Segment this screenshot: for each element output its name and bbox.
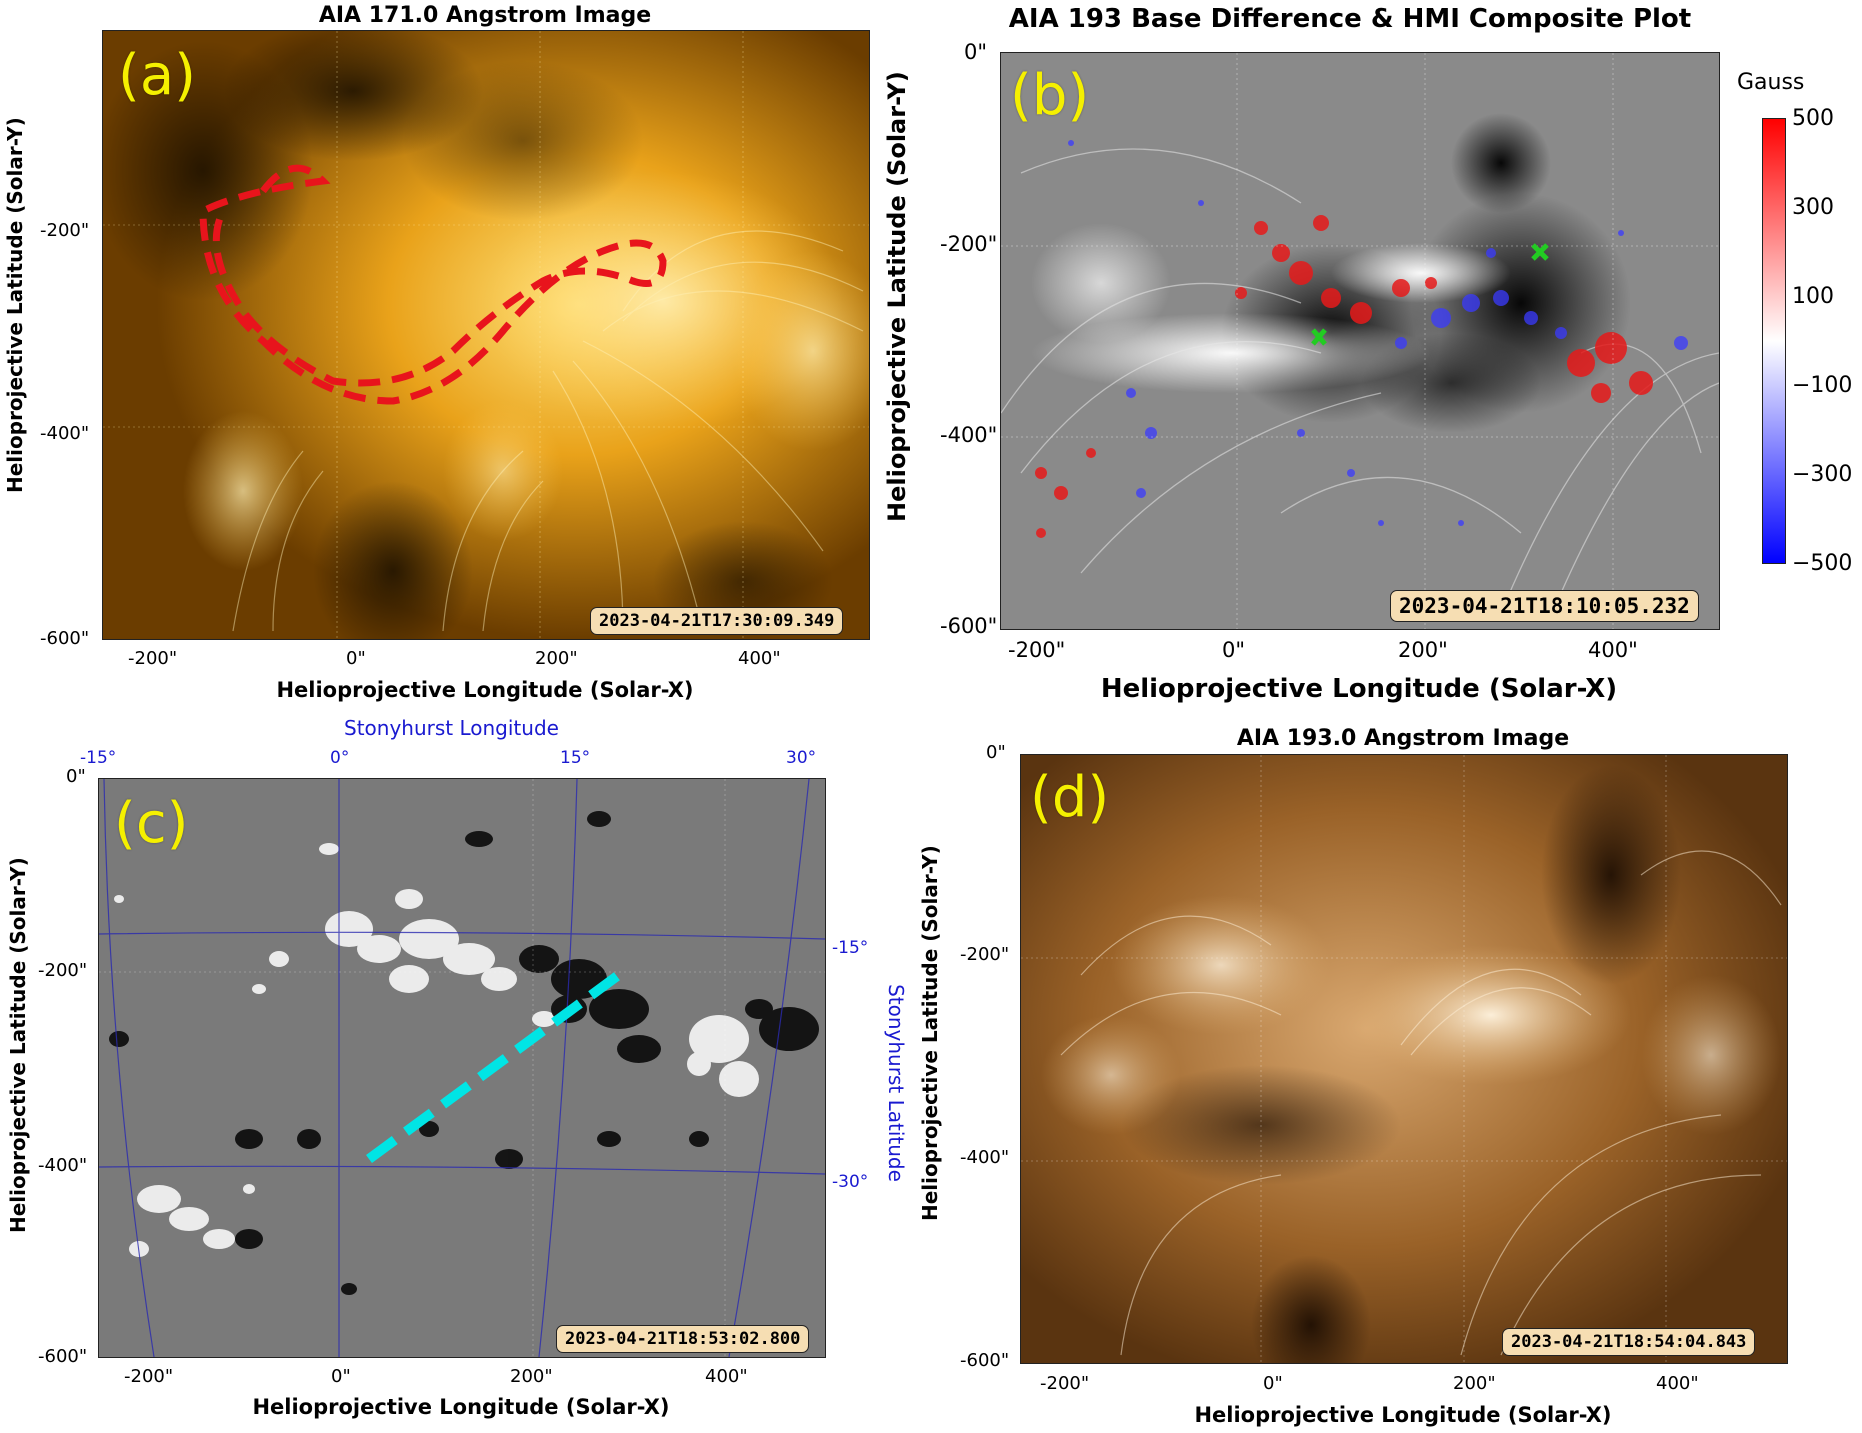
panel-a-label: (a)	[118, 43, 197, 108]
panel-a-timestamp: 2023-04-21T17:30:09.349	[590, 607, 844, 635]
panel-b-xtick: 0"	[1222, 638, 1246, 662]
panel-b-xtick: 200"	[1398, 638, 1448, 662]
panel-d-title: AIA 193.0 Angstrom Image	[1236, 726, 1570, 751]
panel-c-xtick: 0"	[331, 1366, 351, 1387]
panel-c-label: (c)	[114, 791, 189, 856]
colorbar	[1762, 118, 1786, 564]
panel-a-xtick: 400"	[738, 648, 781, 669]
colorbar-tick: 100	[1792, 284, 1834, 309]
panel-c-xtick: 400"	[705, 1366, 748, 1387]
colorbar-tick: −300	[1792, 462, 1853, 487]
panel-c-xtick: 200"	[510, 1366, 553, 1387]
panel-c-right-tick: -15°	[832, 938, 869, 958]
aia-193-image	[1021, 755, 1787, 1363]
panel-d-timestamp: 2023-04-21T18:54:04.843	[1502, 1328, 1756, 1356]
panel-b-xtick: -200"	[1008, 638, 1066, 662]
colorbar-title: Gauss	[1737, 70, 1805, 95]
green-x-marker-right	[1531, 243, 1549, 261]
panel-d-ytick: -400"	[960, 1147, 1010, 1168]
panel-c-xlabel: Helioprojective Longitude (Solar-X)	[252, 1395, 670, 1419]
panel-c-timestamp: 2023-04-21T18:53:02.800	[556, 1325, 810, 1353]
panel-a-image	[102, 30, 870, 640]
panel-b-xtick: 400"	[1588, 638, 1638, 662]
panel-b-timestamp: 2023-04-21T18:10:05.232	[1390, 590, 1699, 622]
panel-a-ytick: -600"	[40, 628, 90, 649]
panel-c-ytick: -200"	[38, 960, 88, 981]
panel-a-ytick: -200"	[40, 220, 90, 241]
panel-b-ylabel: Helioprojective Latitude (Solar-Y)	[883, 71, 911, 522]
panel-d-xlabel: Helioprojective Longitude (Solar-X)	[1194, 1403, 1612, 1427]
panel-d-ytick: -200"	[960, 944, 1010, 965]
aia-193-base-difference-image	[1001, 53, 1719, 629]
panel-c-ytick: -400"	[38, 1155, 88, 1176]
panel-a-xtick: -200"	[128, 648, 178, 669]
panel-c-ytick: -600"	[38, 1346, 88, 1367]
panel-c-xtick: -200"	[124, 1366, 174, 1387]
panel-a-xtick: 0"	[346, 648, 366, 669]
panel-a-ylabel: Helioprojective Latitude (Solar-Y)	[3, 117, 27, 493]
panel-b-ytick: -600"	[940, 614, 998, 638]
panel-c-right-tick: -30°	[832, 1172, 869, 1192]
colorbar-tick: 300	[1792, 195, 1834, 220]
panel-b-xlabel: Helioprojective Longitude (Solar-X)	[1100, 674, 1618, 704]
panel-a-ytick: -400"	[40, 423, 90, 444]
panel-b-title: AIA 193 Base Difference & HMI Composite …	[1008, 4, 1692, 34]
panel-b-label: (b)	[1010, 63, 1090, 128]
panel-d-xtick: 0"	[1263, 1373, 1283, 1394]
panel-b-image	[1000, 52, 1720, 630]
panel-c-top-tick: 30°	[786, 748, 817, 768]
panel-b-ytick: -200"	[940, 232, 998, 256]
colorbar-tick: −500	[1792, 551, 1853, 576]
panel-d-xtick: 400"	[1656, 1373, 1699, 1394]
panel-c-top-tick: 15°	[560, 748, 591, 768]
panel-c-top-tick: -15°	[80, 748, 117, 768]
panel-c-ylabel: Helioprojective Latitude (Solar-Y)	[6, 857, 30, 1233]
hmi-magnetogram-image	[99, 779, 825, 1357]
panel-d-label: (d)	[1030, 765, 1110, 830]
panel-d-ytick: 0"	[986, 742, 1006, 763]
aia-171-image	[103, 31, 869, 639]
panel-c-top-axis-label: Stonyhurst Longitude	[344, 716, 559, 740]
panel-d-ylabel: Helioprojective Latitude (Solar-Y)	[918, 845, 942, 1221]
green-x-marker-left	[1311, 328, 1327, 346]
panel-a-xlabel: Helioprojective Longitude (Solar-X)	[276, 678, 694, 702]
panel-c-right-axis-label: Stonyhurst Latitude	[884, 984, 908, 1182]
colorbar-tick: −100	[1792, 373, 1853, 398]
panel-d-xtick: 200"	[1453, 1373, 1496, 1394]
panel-a-title: AIA 171.0 Angstrom Image	[318, 3, 652, 28]
panel-d-image	[1020, 754, 1788, 1364]
filament-outline	[199, 164, 667, 405]
panel-a-xtick: 200"	[535, 648, 578, 669]
panel-c-image	[98, 778, 826, 1358]
panel-c-ytick: 0"	[66, 766, 86, 787]
panel-c-top-tick: 0°	[330, 748, 350, 768]
panel-d-xtick: -200"	[1040, 1373, 1090, 1394]
panel-b-ytick: 0"	[964, 40, 988, 64]
cyan-dashed-line	[366, 966, 627, 1164]
panel-d-ytick: -600"	[960, 1350, 1010, 1371]
panel-b-ytick: -400"	[940, 423, 998, 447]
colorbar-tick: 500	[1792, 106, 1834, 131]
